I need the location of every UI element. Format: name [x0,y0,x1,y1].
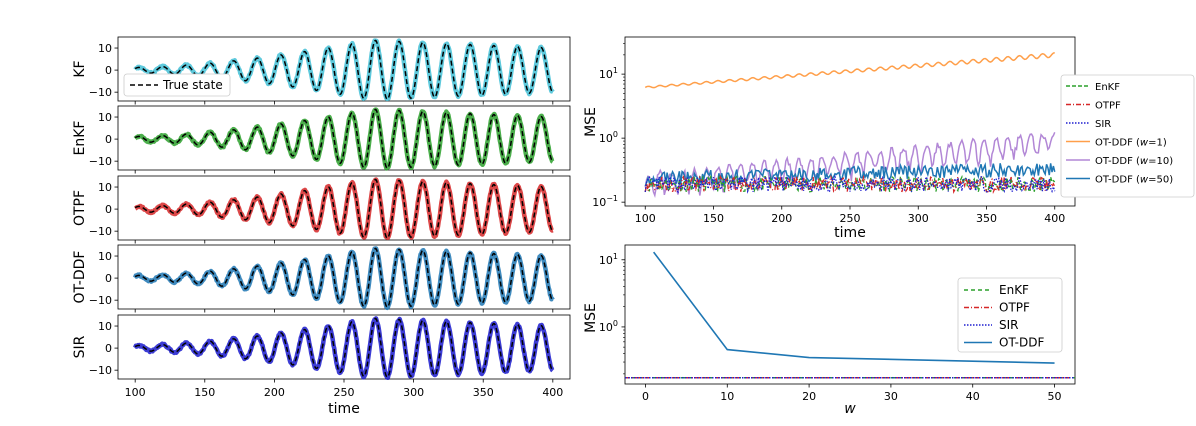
legend-label: SIR [999,318,1019,332]
y-tick-label: 0 [105,133,112,146]
y-tick-label: 0 [105,203,112,216]
true-state-line [134,178,554,240]
x-tick-label: 350 [473,386,494,399]
x-tick-label: 200 [264,386,285,399]
plot-frame [624,244,1076,385]
panel-kf: −10 0 10 KF True state [72,36,571,105]
panel-sir: −10 0 10 SIR 100 150 200 250 300 350 400 [72,314,571,399]
legend-label: OTPF [999,301,1030,315]
estimate-line [133,107,555,171]
y-axis-label: KF [72,60,88,77]
y-tick-label: 10 [98,250,112,263]
series-sir [644,174,1056,194]
y-tick-label: −10 [89,364,112,377]
x-tick-label: 400 [542,386,563,399]
x-tick-label: 0 [642,390,649,403]
y-tick-label: 101 [599,66,618,81]
y-axis-label: EnKF [72,121,88,156]
legend-label: OT-DDF (w=10) [1095,156,1173,167]
y-tick-label: 10−1 [592,194,618,209]
legend-label: EnKF [999,283,1029,297]
y-axis-label: OTPF [72,190,88,226]
estimate-line [133,177,555,241]
x-axis-label: time [834,225,866,241]
series-ot-ddf-w50 [644,162,1056,188]
x-tick-label: 350 [976,212,997,225]
true-state-line [134,317,554,379]
mse-vs-w-chart: 0 10 20 30 40 50 100 101 w MSE EnKF OTPF SIR OT-DDF [583,244,1076,417]
legend-true-state: True state [123,73,231,97]
legend-mse-time: EnKF OTPF SIR OT-DDF (w=1) OT-DDF (w=10) OT-D… [1060,74,1195,198]
x-tick-label: 150 [194,386,215,399]
x-tick-label: 30 [884,390,898,403]
x-tick-label: 10 [720,390,734,403]
x-axis-label: w [844,401,856,417]
estimate-line [133,316,555,380]
y-tick-label: −10 [89,155,112,168]
y-tick-label: 10 [98,111,112,124]
y-axis-label: SIR [72,335,88,358]
x-tick-label: 400 [1044,212,1065,225]
x-tick-label: 200 [771,212,792,225]
x-tick-label: 40 [966,390,980,403]
y-axis-label: OT-DDF [72,251,88,304]
legend-label: EnKF [1095,82,1120,93]
x-tick-label: 250 [334,386,355,399]
panel-enkf: −10 0 10 EnKF [72,105,571,174]
legend-mse-w: EnKF OTPF SIR OT-DDF [957,277,1063,353]
y-tick-label: 10 [98,181,112,194]
x-tick-label: 100 [635,212,656,225]
y-tick-label: 10 [98,320,112,333]
legend-label: True state [162,78,223,92]
legend-label: SIR [1095,119,1111,130]
x-tick-label: 300 [403,386,424,399]
legend-box [957,277,1063,353]
x-tick-label: 250 [840,212,861,225]
legend-label: OT-DDF (w=50) [1095,175,1173,186]
y-tick-label: −10 [89,225,112,238]
x-tick-label: 20 [802,390,816,403]
true-state-line [134,108,554,170]
x-tick-label: 150 [703,212,724,225]
x-tick-label: 50 [1048,390,1062,403]
legend-box [123,73,231,97]
panel-otpf: −10 0 10 OTPF [72,175,571,244]
y-tick-label: −10 [89,86,112,99]
y-tick-label: −10 [89,294,112,307]
estimate-line [133,246,555,311]
series-ot-ddf-w1 [644,52,1055,89]
x-tick-label: 100 [125,386,146,399]
legend-label: OTPF [1095,101,1121,112]
panel-ot-ddf: −10 0 10 OT-DDF [72,244,571,313]
series-ot-ddf [653,251,1055,364]
true-state-line [134,247,554,309]
y-tick-label: 100 [599,319,618,334]
legend-label: OT-DDF [999,336,1044,350]
mse-vs-time-chart: 100 150 200 250 300 350 400 10−1 100 101 time MSE En… [583,36,1195,241]
y-axis-label: MSE [583,107,599,137]
true-state-line [134,39,554,101]
y-tick-label: 101 [599,252,618,267]
x-tick-label: 300 [908,212,929,225]
y-axis-label: MSE [583,303,599,333]
y-tick-label: 0 [105,272,112,285]
y-tick-label: 100 [599,130,618,145]
legend-label: OT-DDF (w=1) [1095,138,1167,149]
y-tick-label: 0 [105,64,112,77]
x-axis-label: time [328,401,360,417]
y-tick-label: 10 [98,42,112,55]
y-tick-label: 0 [105,342,112,355]
legend-box [1060,74,1195,198]
